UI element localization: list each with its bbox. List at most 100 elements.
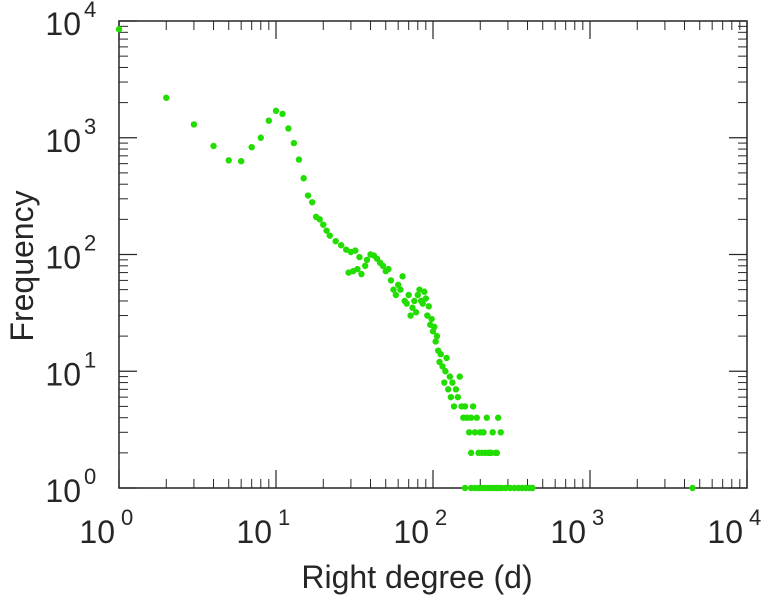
- data-point: [237, 157, 245, 165]
- y-tick-label-base: 10: [45, 240, 81, 276]
- data-point: [412, 309, 420, 316]
- data-point: [432, 338, 439, 345]
- data-point: [210, 142, 217, 150]
- data-point: [326, 232, 333, 239]
- x-tick-label-exponent: 4: [749, 505, 761, 530]
- y-axis-label: Frequency: [4, 190, 40, 341]
- x-tick-label-base: 10: [550, 514, 586, 550]
- data-point: [397, 286, 404, 293]
- data-point: [449, 379, 456, 386]
- data-point: [390, 286, 397, 293]
- data-point: [337, 242, 345, 249]
- data-point: [356, 253, 363, 261]
- data-point: [475, 449, 482, 457]
- data-point: [452, 386, 460, 393]
- data-point: [416, 286, 423, 293]
- data-point: [257, 134, 264, 141]
- data-point: [428, 315, 435, 323]
- data-point: [304, 192, 312, 199]
- data-point: [358, 270, 365, 278]
- data-point: [493, 449, 501, 457]
- data-point: [489, 429, 496, 436]
- y-tick-label-exponent: 3: [84, 114, 96, 139]
- data-point: [405, 291, 412, 299]
- data-point: [456, 373, 463, 380]
- data-point: [300, 175, 307, 182]
- data-point: [424, 312, 431, 319]
- data-point: [272, 107, 280, 115]
- data-point: [465, 429, 473, 436]
- data-point: [469, 403, 477, 410]
- x-tick-label-exponent: 0: [121, 505, 133, 530]
- data-point: [379, 262, 387, 270]
- data-point: [445, 386, 452, 393]
- y-tick-label-base: 10: [45, 123, 81, 159]
- data-point: [363, 256, 371, 264]
- data-point: [354, 265, 361, 273]
- data-point: [163, 94, 170, 101]
- major-ticks: [118, 20, 748, 489]
- data-point: [433, 332, 441, 340]
- data-point: [421, 288, 428, 295]
- data-point: [394, 281, 402, 289]
- data-point: [446, 373, 454, 380]
- data-point: [425, 303, 432, 310]
- x-axis-label: Right degree (d): [301, 559, 532, 595]
- data-point: [473, 414, 480, 421]
- data-point: [441, 379, 448, 386]
- data-point: [488, 449, 495, 457]
- data-point: [483, 414, 490, 421]
- data-point: [437, 350, 444, 358]
- data-points: [115, 26, 696, 492]
- data-point: [308, 199, 316, 206]
- x-tick-labels: 10 0 10 1 10 2 10 3 10 4: [79, 505, 761, 550]
- data-point: [529, 484, 536, 492]
- minor-ticks: [119, 21, 747, 488]
- data-point: [115, 26, 123, 33]
- data-point: [494, 414, 502, 421]
- x-tick-label-base: 10: [236, 514, 272, 550]
- data-point: [409, 304, 416, 311]
- data-point: [362, 262, 369, 270]
- data-point: [407, 312, 414, 319]
- data-point: [343, 246, 350, 253]
- y-tick-label-exponent: 0: [84, 464, 96, 489]
- y-tick-label-base: 10: [45, 356, 81, 392]
- data-point: [414, 291, 421, 299]
- data-point: [399, 273, 406, 280]
- y-tick-label-base: 10: [45, 6, 81, 42]
- data-point: [392, 291, 400, 299]
- data-point: [454, 393, 462, 401]
- data-point: [320, 221, 327, 228]
- data-point: [689, 484, 696, 492]
- y-tick-label-base: 10: [45, 473, 81, 509]
- x-tick-label-exponent: 1: [278, 505, 290, 530]
- data-point: [461, 403, 469, 410]
- data-point: [248, 144, 255, 151]
- data-point: [332, 238, 339, 245]
- data-point: [385, 265, 392, 273]
- data-point: [422, 295, 430, 302]
- data-point: [431, 323, 438, 331]
- data-point: [190, 121, 198, 128]
- data-point: [443, 354, 450, 362]
- y-tick-label-exponent: 1: [84, 347, 96, 372]
- data-point: [352, 247, 359, 254]
- data-point: [497, 429, 504, 436]
- data-point: [439, 363, 446, 370]
- data-point: [225, 157, 232, 164]
- x-tick-label-base: 10: [393, 514, 429, 550]
- data-point: [295, 156, 303, 163]
- data-point: [285, 125, 292, 132]
- data-point: [461, 484, 469, 492]
- data-point: [387, 277, 395, 284]
- data-point: [411, 297, 418, 305]
- data-point: [442, 368, 449, 375]
- data-point: [447, 393, 455, 401]
- plot-frame: [118, 20, 748, 489]
- data-point: [419, 300, 426, 307]
- data-point: [480, 429, 487, 436]
- x-tick-label-exponent: 3: [592, 505, 604, 530]
- y-tick-label-exponent: 2: [84, 231, 96, 256]
